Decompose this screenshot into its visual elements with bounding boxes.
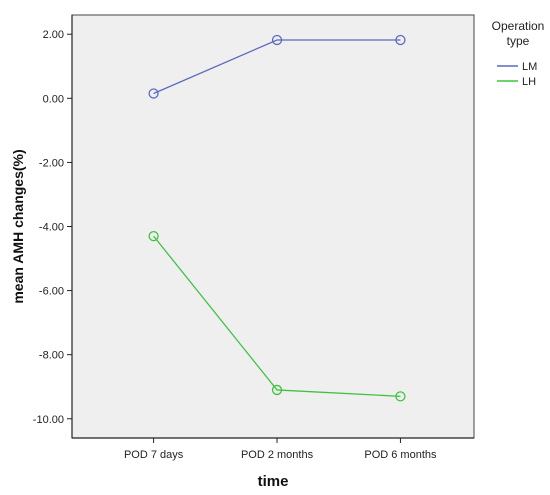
data-point-LH xyxy=(395,391,406,402)
x-axis: POD 7 days POD 2 months POD 6 months xyxy=(72,437,474,461)
legend-label-LM: LM xyxy=(522,61,537,73)
legend-title-line: type xyxy=(507,34,530,48)
data-point-LM xyxy=(148,88,159,99)
y-tick-label: 2.00 xyxy=(43,29,64,41)
series-line-LM xyxy=(153,39,401,95)
plot-area xyxy=(71,14,475,439)
x-tick-label: POD 6 months xyxy=(364,449,437,461)
y-tick-label: -6.00 xyxy=(39,286,64,298)
x-axis-title: time xyxy=(258,473,289,490)
legend-title-line: Operation xyxy=(492,19,545,33)
data-point-LM xyxy=(395,34,406,46)
data-point-LH xyxy=(148,230,159,242)
y-tick-label: -10.00 xyxy=(33,414,64,426)
data-point-LH xyxy=(271,384,283,396)
y-tick-label: -8.00 xyxy=(39,350,64,362)
series-line-LH xyxy=(153,235,401,397)
y-axis: 2.00 0.00 -2.00 -4.00 -6.00 -8.00 -10.00 xyxy=(33,15,73,438)
y-tick-label: -2.00 xyxy=(39,157,64,169)
y-tick-label: -4.00 xyxy=(39,222,64,234)
series-layer xyxy=(148,34,406,402)
x-tick-label: POD 2 months xyxy=(241,449,314,461)
legend-label-LH: LH xyxy=(522,76,536,88)
x-tick-label: POD 7 days xyxy=(124,449,184,461)
y-tick-label: 0.00 xyxy=(43,93,64,105)
data-point-LM xyxy=(271,34,283,46)
y-axis-title: mean AMH changes(%) xyxy=(10,149,26,303)
